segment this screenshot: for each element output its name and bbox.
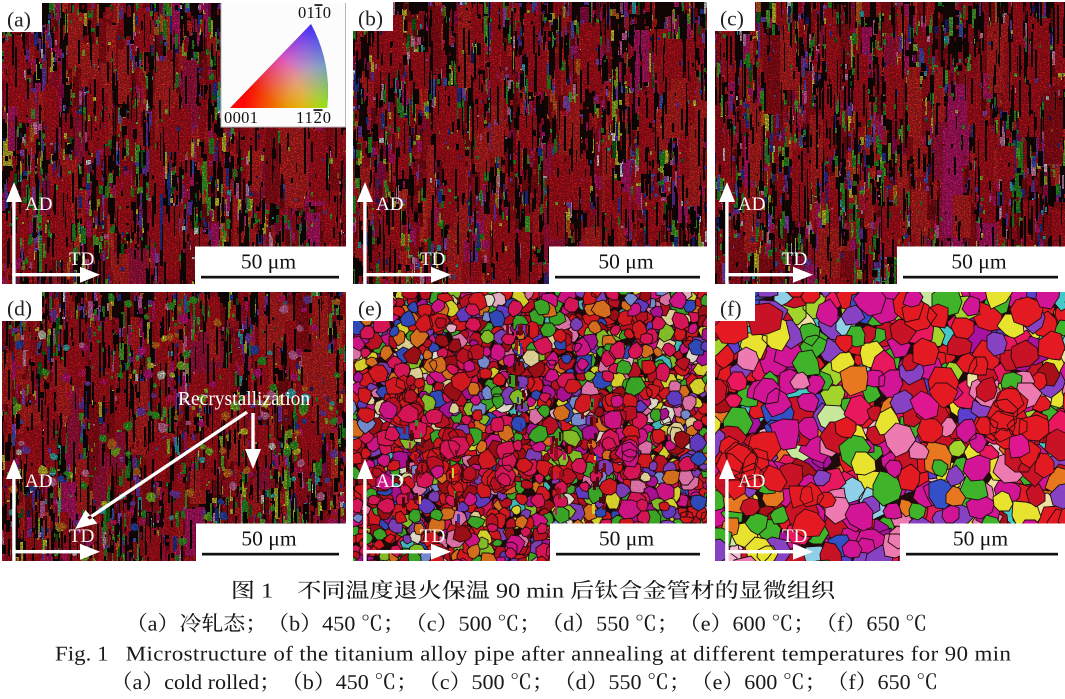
svg-text:50 μm: 50 μm: [953, 527, 1008, 551]
svg-text:AD: AD: [25, 471, 52, 492]
svg-text:1120: 1120: [296, 108, 331, 127]
svg-text:50 μm: 50 μm: [241, 250, 296, 274]
svg-text:50 μm: 50 μm: [241, 527, 296, 551]
svg-text:(f): (f): [720, 297, 741, 321]
svg-text:AD: AD: [376, 471, 403, 492]
svg-text:TD: TD: [782, 526, 807, 547]
svg-text:TD: TD: [420, 249, 445, 270]
svg-text:TD: TD: [69, 526, 94, 547]
svg-text:0110: 0110: [298, 3, 331, 22]
svg-text:TD: TD: [69, 249, 94, 270]
svg-text:AD: AD: [738, 194, 765, 215]
svg-text:(a): (a): [7, 8, 31, 32]
svg-text:Recrystallization: Recrystallization: [178, 389, 310, 410]
svg-text:AD: AD: [25, 194, 52, 215]
svg-text:50 μm: 50 μm: [951, 250, 1006, 274]
svg-text:(b): (b): [358, 7, 383, 31]
svg-text:TD: TD: [420, 526, 445, 547]
svg-text:AD: AD: [376, 194, 403, 215]
svg-text:AD: AD: [738, 471, 765, 492]
svg-text:50 μm: 50 μm: [599, 527, 654, 551]
svg-text:TD: TD: [782, 249, 807, 270]
svg-text:(d): (d): [7, 297, 32, 321]
svg-text:50 μm: 50 μm: [598, 250, 653, 274]
svg-text:0001: 0001: [224, 108, 258, 127]
svg-text:(e): (e): [358, 297, 382, 321]
svg-text:(c): (c): [720, 7, 744, 31]
